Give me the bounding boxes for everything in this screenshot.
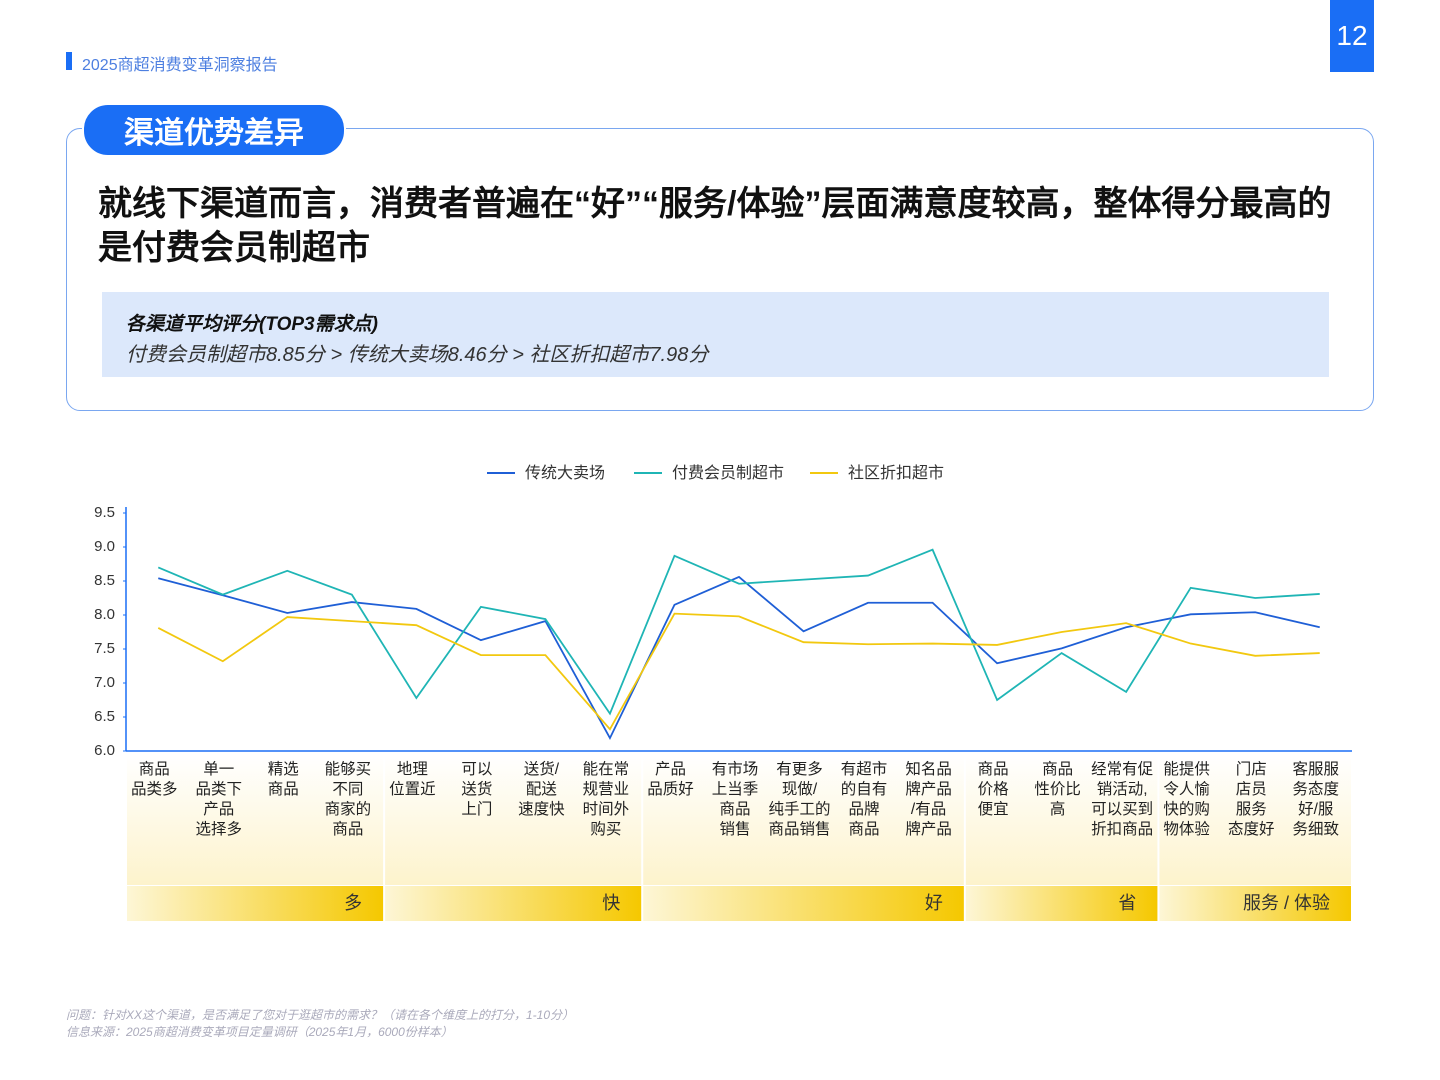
y-tick-label: 8.5 xyxy=(94,572,115,589)
x-tick-label: 精选 商品 xyxy=(267,761,299,798)
headline: 就线下渠道而言，消费者普遍在“好”“服务/体验”层面满意度较高，整体得分最高的是… xyxy=(98,185,1332,267)
x-tick-label: 知名品 牌产品 /有品 牌产品 xyxy=(905,761,952,838)
group-label: 省 xyxy=(1118,893,1136,913)
y-tick-label: 8.0 xyxy=(94,606,115,623)
group-band xyxy=(643,886,964,921)
y-tick-label: 9.5 xyxy=(94,504,115,521)
x-tick-label: 客服服 务态度 好/服 务细致 xyxy=(1292,761,1339,838)
x-tick-label: 有超市 的自有 品牌 商品 xyxy=(840,761,888,838)
group-column xyxy=(385,755,642,885)
x-tick-label: 商品 价格 便宜 xyxy=(977,761,1009,818)
y-tick-label: 9.0 xyxy=(94,538,115,555)
summary-title: 各渠道平均评分(TOP3需求点) xyxy=(126,314,378,335)
y-tick-label: 7.0 xyxy=(94,674,115,691)
footnote: 信息来源：2025商超消费变革项目定量调研（2025年1月，6000份样本） xyxy=(66,1025,453,1039)
group-column xyxy=(965,755,1158,885)
series-line xyxy=(157,548,1320,716)
footnotes: 问题：针对XX这个渠道，是否满足了您对于逛超市的需求？（请在各个维度上的打分，1… xyxy=(66,1007,574,1041)
summary-text: 付费会员制超市8.85分 > 传统大卖场8.46分 > 社区折扣超市7.98分 xyxy=(126,344,709,366)
group-column xyxy=(1159,755,1351,885)
group-label: 多 xyxy=(344,893,362,913)
footnote: 问题：针对XX这个渠道，是否满足了您对于逛超市的需求？（请在各个维度上的打分，1… xyxy=(66,1008,575,1022)
x-tick-label: 经常有促 销活动, 可以买到 折扣商品 xyxy=(1091,761,1154,838)
x-tick-label: 商品 性价比 高 xyxy=(1034,761,1081,818)
legend-label: 社区折扣超市 xyxy=(848,464,944,482)
x-tick-label: 单一 品类下 产品 选择多 xyxy=(195,761,243,838)
group-band xyxy=(385,886,642,921)
group-column xyxy=(127,755,384,885)
page-number: 12 xyxy=(1330,0,1374,72)
report-title: 2025商超消费变革洞察报告 xyxy=(82,57,278,74)
x-tick-label: 地理 位置近 xyxy=(389,761,436,798)
group-band xyxy=(127,886,384,921)
group-column xyxy=(643,755,964,885)
group-band xyxy=(1159,886,1351,921)
y-tick-label: 7.5 xyxy=(94,640,115,657)
group-band xyxy=(965,886,1158,921)
summary-box xyxy=(102,292,1329,377)
series-line xyxy=(157,612,1320,731)
card xyxy=(66,128,1374,411)
x-tick-label: 门店 店员 服务 态度好 xyxy=(1227,761,1275,838)
x-tick-label: 能在常 规营业 时间外 购买 xyxy=(582,761,630,838)
legend-label: 传统大卖场 xyxy=(525,464,605,482)
x-tick-label: 可以 送货 上门 xyxy=(461,761,493,818)
legend-label: 付费会员制超市 xyxy=(672,464,784,482)
x-tick-label: 能够买 不同 商家的 商品 xyxy=(324,761,372,838)
series-line xyxy=(158,575,1320,741)
x-tick-label: 有更多 现做/ 纯手工的 商品销售 xyxy=(768,761,831,838)
section-tag: 渠道优势差异 xyxy=(82,103,346,157)
header-bar xyxy=(66,52,72,70)
y-tick-label: 6.5 xyxy=(94,708,115,725)
group-label: 快 xyxy=(602,893,620,913)
group-label: 好 xyxy=(925,893,943,913)
group-label: 服务 / 体验 xyxy=(1243,893,1330,913)
y-tick-label: 6.0 xyxy=(94,742,115,759)
x-tick-label: 产品 品质好 xyxy=(647,761,694,798)
x-tick-label: 商品 品类多 xyxy=(130,761,178,798)
x-tick-label: 送货/ 配送 速度快 xyxy=(518,761,565,818)
x-tick-label: 有市场 上当季 商品 销售 xyxy=(711,761,759,838)
x-tick-label: 能提供 令人愉 快的购 物体验 xyxy=(1163,761,1210,838)
